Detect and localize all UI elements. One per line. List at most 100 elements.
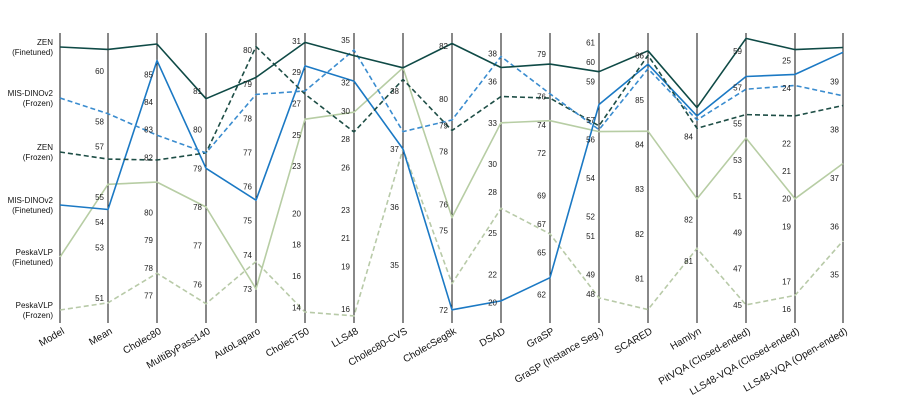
axis-label-cholect50: CholecT50 [264,326,312,360]
tick-pitvqa-closed-ended-57: 57 [733,83,742,92]
tick-dsad-36: 36 [488,77,497,86]
tick-mean-51: 51 [95,294,104,303]
tick-autolaparo-80: 80 [243,46,252,55]
tick-scared-85: 85 [635,96,644,105]
tick-autolaparo-76: 76 [243,183,252,192]
tick-dsad-30: 30 [488,160,497,169]
tick-grasp-instance-seg-56: 56 [586,135,595,144]
series-lines-layer [59,37,844,317]
tick-multibypass140-80: 80 [193,126,202,135]
tick-lls48-vqa-open-ended-37: 37 [830,174,839,183]
axis-label-mean: Mean [87,326,114,348]
tick-scared-84: 84 [635,141,644,150]
tick-lls48-vqa-closed-ended-20: 20 [782,195,791,204]
axis-label-cholec80: Cholec80 [121,326,163,357]
tick-lls48-30: 30 [341,107,350,116]
tick-mean-57: 57 [95,143,104,152]
tick-hamlyn-84: 84 [684,133,693,142]
tick-dsad-33: 33 [488,119,497,128]
tick-grasp-74: 74 [537,121,546,130]
tick-lls48-35: 35 [341,36,350,45]
tick-mean-53: 53 [95,243,104,252]
tick-dsad-25: 25 [488,229,497,238]
tick-cholec80-77: 77 [144,291,153,300]
tick-cholec80-cvs-38: 38 [390,87,399,96]
axes-layer [59,33,844,323]
tick-pitvqa-closed-ended-55: 55 [733,120,742,129]
tick-cholec80-cvs-37: 37 [390,145,399,154]
tick-multibypass140-78: 78 [193,203,202,212]
tick-grasp-instance-seg-49: 49 [586,271,595,280]
row-label-mis-dinov2-frozen-line1: MIS-DINOv2 [8,89,54,98]
tick-cholect50-23: 23 [292,162,301,171]
tick-lls48-vqa-closed-ended-24: 24 [782,84,791,93]
row-labels-layer: ZEN(Finetuned)MIS-DINOv2(Frozen)ZEN(Froz… [8,38,54,320]
row-label-peskavlp-finetuned-line1: PeskaVLP [16,248,53,257]
row-label-zen-frozen-line2: (Frozen) [23,153,54,162]
tick-cholec80-cvs-35: 35 [390,261,399,270]
tick-scared-82: 82 [635,230,644,239]
tick-multibypass140-79: 79 [193,164,202,173]
tick-lls48-vqa-open-ended-35: 35 [830,271,839,280]
tick-pitvqa-closed-ended-49: 49 [733,228,742,237]
series-line-peskavlp-frozen [59,148,844,317]
tick-lls48-vqa-closed-ended-16: 16 [782,305,791,314]
tick-scared-83: 83 [635,185,644,194]
tick-dsad-38: 38 [488,50,497,59]
tick-grasp-62: 62 [537,291,546,300]
tick-labels-layer: 51 53 54 55 57 58 60 77 78 79 80 82 83 84 85 76 77 78 79 80… [95,36,839,315]
tick-cholec80-78: 78 [144,264,153,273]
tick-autolaparo-78: 78 [243,114,252,123]
row-label-zen-frozen-line1: ZEN [37,143,53,152]
tick-lls48-21: 21 [341,234,350,243]
tick-cholect50-27: 27 [292,100,301,109]
tick-cholec80-79: 79 [144,236,153,245]
tick-lls48-32: 32 [341,79,350,88]
series-line-peskavlp-finetuned [59,67,844,290]
tick-mean-58: 58 [95,117,104,126]
tick-lls48-23: 23 [341,206,350,215]
tick-scared-81: 81 [635,274,644,283]
row-label-zen-finetuned-line2: (Finetuned) [12,48,53,57]
tick-grasp-instance-seg-61: 61 [586,39,595,48]
tick-pitvqa-closed-ended-51: 51 [733,192,742,201]
tick-scared-86: 86 [635,51,644,60]
series-line-mis-dinov2-frozen [59,49,844,154]
axis-label-cholecseg8k: CholecSeg8k [401,326,459,366]
tick-multibypass140-76: 76 [193,280,202,289]
row-label-peskavlp-frozen-line1: PeskaVLP [16,301,53,310]
tick-cholecseg8k-80: 80 [439,95,448,104]
row-label-mis-dinov2-finetuned-line2: (Finetuned) [12,206,53,215]
axis-label-dsad: DSAD [478,326,508,349]
tick-cholec80-85: 85 [144,70,153,79]
tick-multibypass140-81: 81 [193,87,202,96]
tick-grasp-instance-seg-57: 57 [586,116,595,125]
tick-mean-60: 60 [95,67,104,76]
tick-hamlyn-81: 81 [684,257,693,266]
series-line-mis-dinov2-finetuned [59,51,844,311]
tick-lls48-19: 19 [341,262,350,271]
tick-cholect50-25: 25 [292,131,301,140]
tick-multibypass140-77: 77 [193,242,202,251]
tick-cholect50-16: 16 [292,272,301,281]
tick-grasp-72: 72 [537,149,546,158]
tick-autolaparo-79: 79 [243,80,252,89]
tick-grasp-76: 76 [537,93,546,102]
tick-cholec80-84: 84 [144,98,153,107]
tick-cholec80-80: 80 [144,209,153,218]
tick-lls48-vqa-closed-ended-25: 25 [782,57,791,66]
tick-cholec80-82: 82 [144,153,153,162]
tick-dsad-22: 22 [488,271,497,280]
tick-mean-55: 55 [95,193,104,202]
tick-autolaparo-73: 73 [243,285,252,294]
tick-grasp-instance-seg-51: 51 [586,232,595,241]
axis-label-hamlyn: Hamlyn [669,326,704,352]
tick-dsad-28: 28 [488,188,497,197]
tick-pitvqa-closed-ended-53: 53 [733,156,742,165]
tick-lls48-28: 28 [341,135,350,144]
series-line-zen-finetuned [59,37,844,109]
tick-lls48-vqa-open-ended-39: 39 [830,77,839,86]
tick-autolaparo-77: 77 [243,148,252,157]
tick-grasp-instance-seg-60: 60 [586,58,595,67]
